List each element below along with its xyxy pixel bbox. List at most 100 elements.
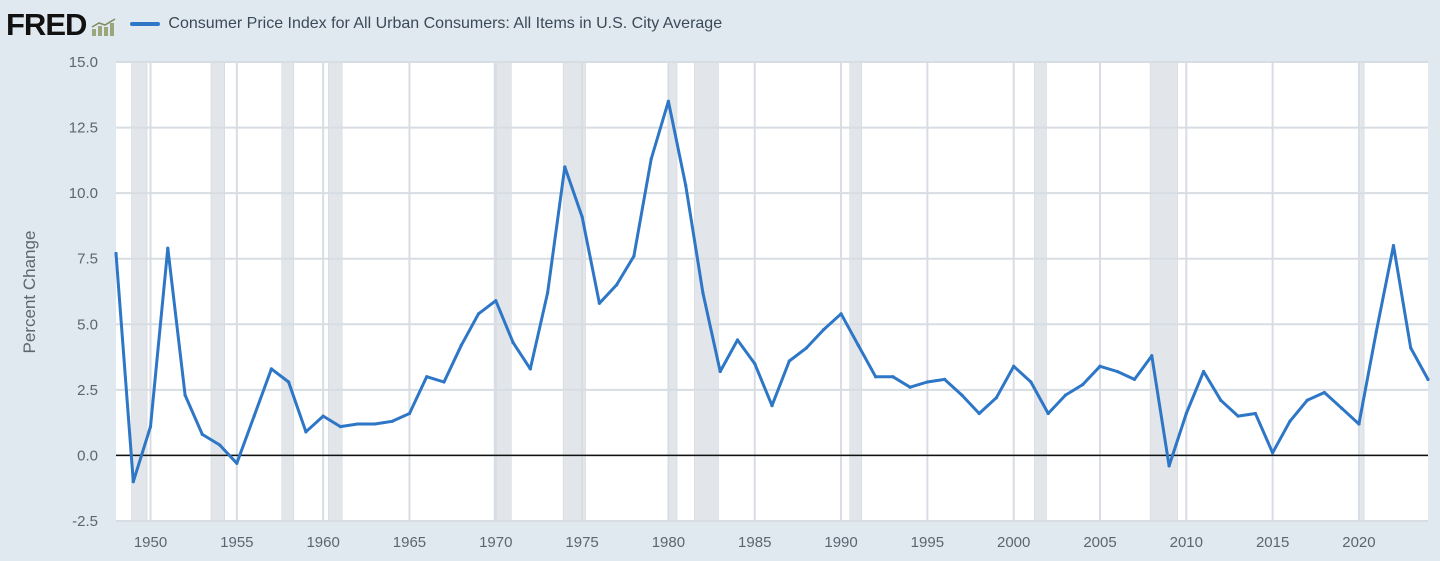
recession-band	[281, 61, 295, 522]
data-point	[960, 393, 964, 397]
data-point	[425, 375, 429, 379]
fred-logo[interactable]: FRED	[6, 6, 87, 42]
data-point	[217, 443, 222, 447]
data-point	[528, 367, 532, 371]
data-point	[1201, 369, 1206, 374]
data-point	[1046, 411, 1050, 416]
y-axis-ticks: -2.5 0.0 2.5 5.0 7.5 10.0 12.5 15.0	[69, 54, 98, 530]
data-point	[494, 299, 498, 303]
y-tick-label: 12.5	[69, 120, 98, 137]
data-point	[1253, 411, 1257, 416]
legend-swatch	[130, 22, 161, 26]
data-point	[1391, 244, 1396, 248]
data-point	[287, 380, 291, 384]
data-point	[597, 301, 601, 305]
x-tick-label: 1995	[911, 534, 944, 551]
recession-band	[131, 61, 148, 522]
data-point	[1322, 390, 1327, 395]
data-point	[822, 327, 826, 332]
x-tick-label: 1955	[220, 534, 253, 551]
legend-label: Consumer Price Index for All Urban Consu…	[168, 15, 723, 32]
data-point	[994, 396, 999, 400]
x-tick-label: 2015	[1256, 534, 1289, 551]
data-point	[442, 380, 446, 384]
data-point	[1271, 451, 1275, 455]
x-tick-label: 1985	[738, 534, 771, 551]
recession-band	[210, 61, 226, 522]
x-tick-label: 1960	[306, 534, 339, 551]
data-point	[166, 246, 170, 250]
data-point	[1012, 364, 1016, 368]
data-point	[701, 291, 705, 295]
data-point	[356, 422, 360, 426]
x-tick-label: 1965	[393, 534, 426, 551]
chart-header: FRED Consumer Price Index for All Urban …	[6, 6, 722, 42]
x-tick-label: 2000	[997, 534, 1030, 551]
recession-band	[1149, 61, 1178, 522]
data-point	[1132, 377, 1137, 381]
data-point	[856, 343, 860, 347]
data-point	[1115, 369, 1119, 374]
data-point	[511, 341, 515, 345]
data-point	[1063, 393, 1068, 397]
data-point	[1357, 422, 1361, 426]
data-point	[1098, 364, 1102, 368]
data-point	[269, 367, 273, 371]
data-point	[1029, 380, 1033, 384]
data-point	[1374, 330, 1378, 334]
data-point	[545, 291, 550, 295]
y-tick-label: 5.0	[77, 316, 98, 333]
x-tick-label: 1980	[652, 534, 685, 551]
data-point	[183, 393, 187, 397]
recession-band	[1360, 61, 1365, 522]
data-point	[131, 480, 135, 484]
y-axis-label: Percent Change	[20, 231, 39, 354]
data-point	[580, 215, 584, 219]
data-point	[1340, 406, 1344, 410]
data-point	[1409, 346, 1413, 350]
x-tick-label: 1975	[565, 534, 598, 551]
x-tick-label: 2005	[1083, 534, 1116, 551]
data-point	[390, 419, 394, 423]
data-point	[1236, 414, 1240, 418]
data-point	[943, 377, 947, 381]
data-point	[718, 369, 722, 374]
data-point	[839, 312, 843, 316]
data-point	[235, 461, 239, 465]
data-point	[684, 183, 688, 187]
data-point	[1426, 377, 1430, 381]
data-point	[649, 157, 653, 161]
recession-band	[328, 61, 343, 522]
y-tick-label: 10.0	[69, 185, 98, 202]
legend: Consumer Price Index for All Urban Consu…	[130, 15, 722, 33]
data-point	[770, 403, 774, 408]
data-point	[1081, 383, 1085, 387]
data-point	[1167, 464, 1171, 468]
y-tick-label: 2.5	[77, 382, 98, 399]
x-tick-label: 1970	[479, 534, 512, 551]
x-tick-label: 1950	[134, 534, 167, 551]
recession-band	[849, 61, 863, 522]
data-point	[200, 432, 204, 437]
data-point	[1288, 419, 1292, 423]
x-tick-label: 1990	[824, 534, 857, 551]
data-point	[252, 414, 256, 418]
data-point	[563, 165, 567, 169]
data-point	[459, 343, 463, 347]
data-point	[666, 99, 671, 103]
data-point	[1150, 354, 1154, 358]
data-point	[787, 359, 791, 363]
data-point	[1219, 398, 1223, 402]
data-point	[338, 424, 343, 429]
data-point	[321, 414, 325, 418]
x-tick-label: 2010	[1170, 534, 1203, 551]
data-point	[1184, 411, 1188, 416]
data-point	[615, 283, 619, 287]
data-point	[632, 254, 636, 258]
data-point	[908, 385, 912, 389]
y-tick-label: -2.5	[72, 513, 98, 530]
data-point	[735, 338, 740, 342]
recession-band	[1034, 61, 1047, 522]
data-point	[1305, 398, 1309, 402]
